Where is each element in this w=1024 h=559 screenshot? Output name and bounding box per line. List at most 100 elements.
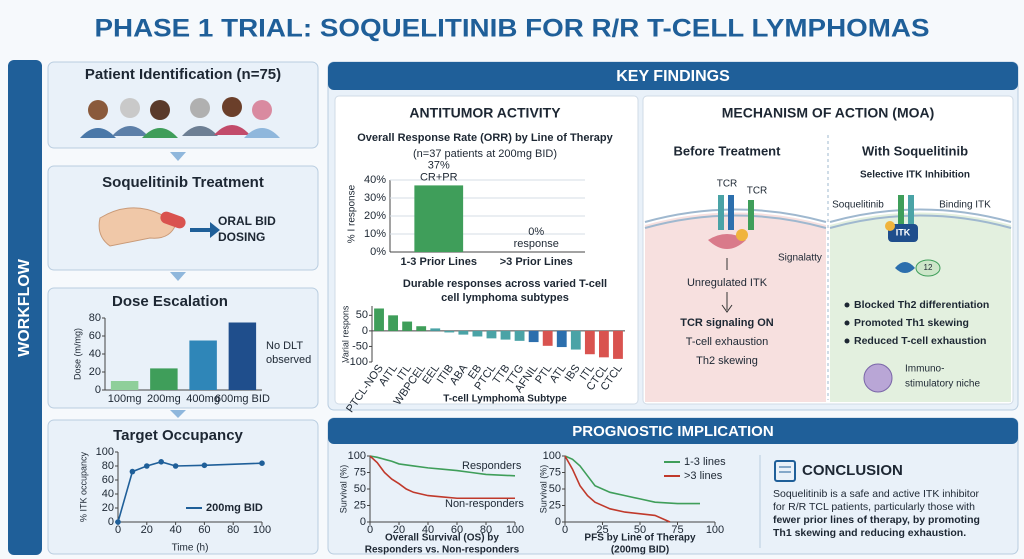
y-tick-label: 75 [549, 466, 561, 478]
bar [570, 330, 581, 350]
x-tick-label: 100 [706, 524, 724, 536]
moa-effect: TCR signaling ON [680, 317, 774, 329]
legend-label: 200mg BID [206, 502, 263, 514]
panel-title: KEY FINDINGS [616, 68, 730, 85]
chart-title: Durable responses across varied T-cell [403, 278, 607, 290]
y-tick-label: 100 [96, 446, 114, 458]
line [564, 455, 700, 505]
chart-title: cell lymphoma subtypes [441, 292, 569, 304]
patient-icons [80, 97, 280, 138]
y-tick-label: 50 [356, 309, 368, 321]
receptor-label: TCR [747, 186, 768, 197]
x-tick-label: 100 [506, 524, 524, 536]
bullet [844, 302, 850, 308]
point [201, 462, 208, 469]
moa-title: Before Treatment [674, 143, 782, 158]
moa-label: Signalatty [778, 253, 822, 264]
bar [584, 330, 595, 355]
x-tick-label: 100 [253, 524, 271, 536]
y-tick-label: 50 [354, 483, 366, 495]
y-tick-label: 0 [555, 516, 561, 528]
bar [444, 330, 455, 333]
receptor [708, 195, 754, 249]
bar [458, 330, 469, 335]
x-tick-label: 0 [367, 524, 373, 536]
conclusion-text: fewer prior lines of therapy, by promoti… [773, 514, 980, 526]
fragment-label: 12 [924, 263, 933, 272]
section-title: ANTITUMOR ACTIVITY [409, 105, 561, 121]
pill-hand [98, 207, 220, 247]
bar [542, 330, 553, 346]
bar [528, 330, 539, 343]
line [564, 455, 671, 523]
section-title: MECHANISM OF ACTION (MOA) [722, 105, 935, 121]
x-tick-label: 60 [451, 524, 463, 536]
bar [500, 330, 511, 340]
x-tick-label: 400mg [186, 393, 220, 405]
point [115, 519, 121, 525]
y-tick-label: 25 [354, 499, 366, 511]
step-note: ORAL BID [218, 214, 276, 228]
y-tick-label: 20 [89, 366, 101, 378]
x-tick-label: 600mg BID [215, 393, 270, 405]
y-tick-label: 80 [89, 312, 101, 324]
axis-label: % ITK occupancy [78, 451, 88, 522]
bar [430, 328, 441, 331]
point [172, 463, 179, 469]
chart-title: Overall Response Rate (ORR) by Line of T… [357, 132, 613, 144]
x-tick-label: 50 [634, 524, 646, 536]
y-tick-label: 100 [543, 450, 561, 462]
x-tick-label: 1-3 Prior Lines [401, 256, 477, 268]
bar [402, 321, 413, 331]
y-tick-label: -100 [346, 356, 368, 368]
bullet [844, 320, 850, 326]
value-label: 0% [528, 226, 544, 238]
conclusion-icon [774, 460, 796, 482]
panel-header [328, 62, 1018, 90]
line [369, 455, 515, 500]
axis-label: Time (h) [172, 543, 209, 554]
x-tick-label: 80 [480, 524, 492, 536]
moa-label: Unregulated ITK [687, 277, 768, 289]
bar [228, 322, 257, 390]
x-tick-label: 40 [422, 524, 434, 536]
y-tick-label: 60 [102, 474, 114, 486]
value-note: CR+PR [420, 171, 458, 183]
bar [514, 330, 525, 341]
y-tick-label: 0 [362, 325, 368, 337]
chart-subtitle: (n=37 patients at 200mg BID) [413, 148, 557, 160]
bar [189, 340, 217, 390]
bar [416, 326, 427, 331]
chart-title: Target Occupancy [113, 427, 243, 444]
x-tick-label: 20 [141, 524, 153, 536]
panel [47, 61, 319, 149]
point [129, 468, 136, 475]
y-tick-label: 40 [89, 348, 101, 360]
cell-icon [863, 363, 893, 393]
moa-effect: Th2 skewing [696, 355, 758, 367]
x-tick-label: 20 [393, 524, 405, 536]
step-note: DOSING [218, 230, 265, 244]
axis-label: Survival (%) [538, 465, 548, 514]
y-tick-label: 75 [354, 466, 366, 478]
moa-subtitle: Selective ITK Inhibition [860, 170, 970, 181]
conclusion-text: for R/R TCL patients, particularly those… [773, 501, 975, 513]
chart-title: Dose Escalation [112, 293, 228, 310]
y-tick-label: -50 [352, 340, 368, 352]
x-tick-label: >3 Prior Lines [500, 256, 573, 268]
bar [556, 330, 567, 348]
bullet [844, 338, 850, 344]
y-tick-label: 30% [364, 192, 386, 204]
value-note: response [514, 238, 559, 250]
bar [598, 330, 609, 358]
x-tick-label: 80 [227, 524, 239, 536]
legend-label: 1-3 lines [684, 456, 726, 468]
page-title: PHASE 1 TRIAL: SOQUELITINIB FOR R/R T-CE… [95, 15, 930, 43]
y-tick-label: 10% [364, 228, 386, 240]
bar [374, 308, 384, 331]
x-tick-label: 200mg [147, 393, 181, 405]
x-tick-label: 60 [198, 524, 210, 536]
point [158, 459, 164, 465]
bar [486, 330, 497, 339]
